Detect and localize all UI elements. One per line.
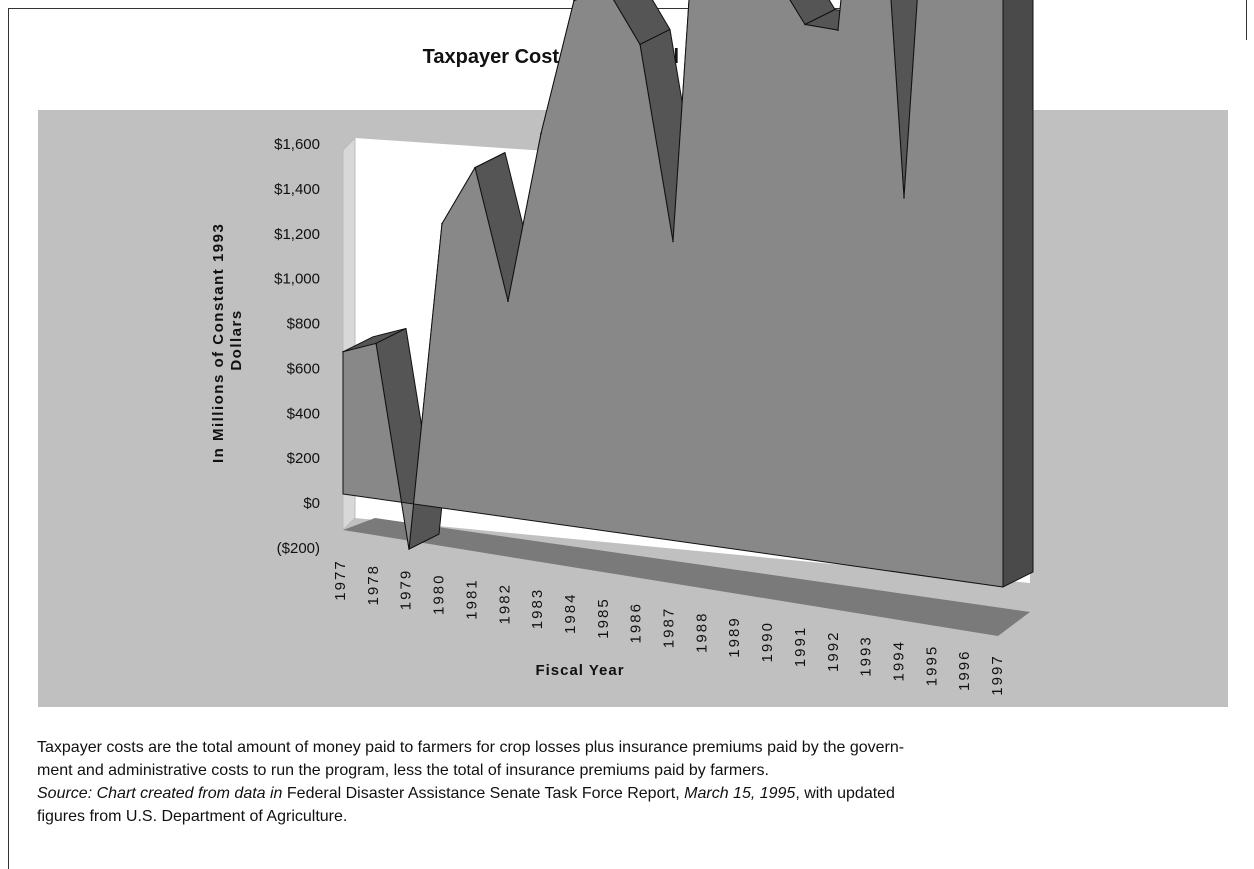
data-point — [441, 222, 443, 225]
area-front-face — [342, 0, 1004, 588]
x-tick-label: 1978 — [365, 564, 382, 605]
x-axis-ticks: 1977 1978 1979 1980 1981 1982 1983 1984 1985 1986… — [332, 559, 1006, 695]
x-tick-label: 1981 — [463, 578, 480, 619]
frame-left-rule — [8, 8, 9, 869]
area-end-face — [1002, 0, 1034, 588]
source-line2: figures from U.S. Department of Agricult… — [37, 808, 348, 825]
x-tick-label: 1986 — [628, 602, 645, 643]
x-tick-label: 1984 — [562, 593, 579, 634]
x-tick-label: 1992 — [825, 631, 842, 672]
x-axis-label: Fiscal Year — [535, 662, 624, 679]
y-axis-ticks: $1,600 $1,400 $1,200 $1,000 $800 $600 $400 $200… — [274, 136, 320, 557]
source-label: Source: Chart created from data in — [37, 785, 283, 802]
data-point — [474, 166, 476, 169]
x-tick-label: 1987 — [661, 607, 678, 648]
data-point — [573, 0, 575, 2]
data-point — [903, 196, 905, 199]
data-point — [639, 43, 641, 46]
y-tick-label: $600 — [287, 360, 320, 377]
y-tick-label: $200 — [287, 450, 320, 467]
source-tail: , with updated — [795, 785, 895, 802]
y-tick-label: ($200) — [277, 540, 320, 557]
x-tick-label: 1994 — [890, 640, 907, 681]
source-report-date: March 15, 1995 — [684, 785, 796, 802]
source-report-name: Federal Disaster Assistance Senate Task … — [286, 785, 680, 802]
y-axis-label-line1: In Millions of Constant 1993 — [210, 223, 227, 463]
x-tick-label: 1980 — [431, 574, 448, 615]
x-tick-label: 1991 — [792, 626, 809, 667]
x-tick-label: 1990 — [759, 621, 776, 662]
caption-definition: Taxpayer costs are the total amount of m… — [37, 736, 1227, 782]
x-tick-label: 1993 — [858, 635, 875, 676]
y-tick-label: $1,400 — [274, 181, 320, 198]
x-tick-label: 1983 — [529, 588, 546, 629]
chart-caption: Taxpayer costs are the total amount of m… — [37, 736, 1227, 828]
x-tick-label: 1997 — [989, 654, 1006, 695]
y-tick-label: $1,200 — [274, 226, 320, 243]
y-tick-label: $1,000 — [274, 271, 320, 288]
data-point — [342, 351, 344, 353]
x-tick-label: 1989 — [726, 616, 743, 657]
caption-source: Source: Chart created from data in Feder… — [37, 782, 1227, 828]
y-axis-label: In Millions of Constant 1993 Dollars — [210, 217, 245, 463]
y-axis-label-line2: Dollars — [228, 309, 245, 370]
frame-far-right-rule — [1246, 0, 1247, 40]
data-point — [837, 29, 839, 31]
data-point — [507, 300, 509, 303]
data-point — [375, 342, 377, 345]
data-point — [408, 548, 410, 550]
chart-floor — [343, 518, 1030, 636]
x-tick-label: 1977 — [332, 559, 349, 600]
y-tick-label: $800 — [287, 316, 320, 333]
x-tick-label: 1979 — [398, 569, 415, 610]
x-tick-label: 1996 — [956, 650, 973, 691]
data-area — [342, 0, 1034, 588]
frame-top-rule — [8, 8, 908, 9]
data-point — [672, 240, 674, 243]
caption-line1: Taxpayer costs are the total amount of m… — [37, 739, 905, 756]
data-point — [804, 23, 806, 26]
data-point — [540, 132, 542, 135]
caption-line2: ment and administrative costs to run the… — [37, 762, 769, 779]
x-tick-label: 1982 — [496, 583, 513, 624]
x-tick-label: 1988 — [693, 612, 710, 653]
y-tick-label: $0 — [303, 495, 320, 512]
y-tick-label: $1,600 — [274, 136, 320, 153]
x-tick-label: 1995 — [923, 645, 940, 686]
x-tick-label: 1985 — [595, 597, 612, 638]
y-tick-label: $400 — [287, 405, 320, 422]
